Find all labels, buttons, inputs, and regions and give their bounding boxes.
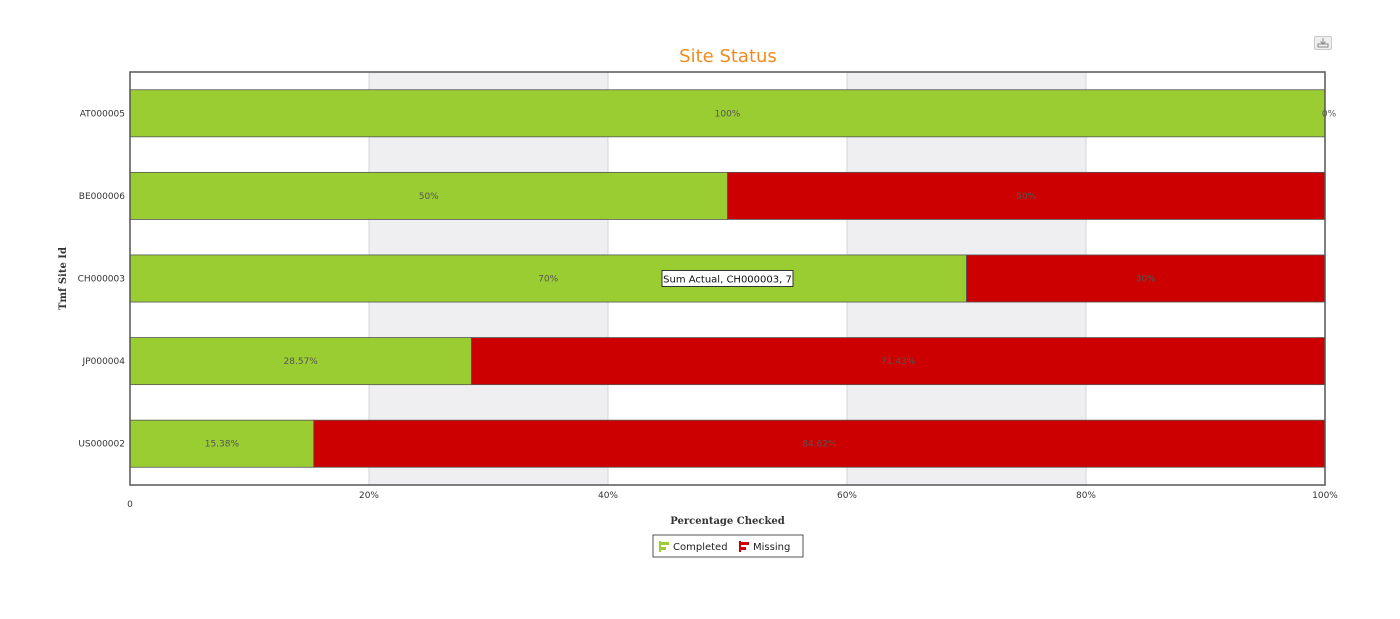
data-label-completed-at000005: 100% (715, 109, 741, 119)
data-label-missing-jp000004: 71.43% (881, 357, 916, 367)
legend-icon-completed-bottom (661, 547, 666, 550)
bar-completed-at000005[interactable] (129, 89, 1326, 138)
x-tick-label: 80% (1076, 491, 1096, 501)
data-label-completed-be000006: 50% (419, 192, 439, 202)
bar-missing-jp000004[interactable] (471, 337, 1326, 386)
category-label-us000002: US000002 (78, 440, 125, 450)
export-icon (1317, 38, 1329, 48)
x-tick-label: 20% (359, 491, 379, 501)
category-label-be000006: BE000006 (79, 192, 125, 202)
data-label-missing-at000005: 0% (1322, 109, 1337, 119)
legend-icon-missing-stem (739, 541, 741, 552)
data-label-missing-ch000003: 30% (1136, 275, 1156, 285)
tooltip-text: Sum Actual, CH000003, 7 (663, 275, 792, 286)
chart-title: Site Status (679, 46, 777, 67)
export-button[interactable] (1314, 36, 1332, 50)
y-axis-title: Tmf Site Id (58, 247, 69, 310)
plot-border (129, 71, 1326, 486)
x-tick-label: 0 (127, 500, 133, 510)
legend-label-missing: Missing (753, 542, 790, 553)
data-label-missing-be000006: 50% (1016, 192, 1036, 202)
data-label-completed-jp000004: 28.57% (284, 357, 319, 367)
legend-label-completed: Completed (673, 542, 728, 553)
category-label-at000005: AT000005 (80, 109, 125, 119)
data-label-completed-us000002: 15.38% (205, 440, 240, 450)
x-tick-label: 60% (837, 491, 857, 501)
data-label-completed-ch000003: 70% (538, 275, 558, 285)
bar-missing-us000002[interactable] (313, 419, 1326, 468)
legend-icon-completed-stem (659, 541, 661, 552)
bar-missing-ch000003[interactable] (966, 254, 1326, 303)
category-label-jp000004: JP000004 (82, 357, 126, 367)
data-label-missing-us000002: 84.62% (802, 440, 837, 450)
legend-icon-missing-bottom (741, 547, 746, 550)
legend-icon-missing-top (741, 542, 749, 545)
bar-missing-be000006[interactable] (727, 171, 1326, 220)
tooltip-box (661, 270, 794, 287)
bar-completed-be000006[interactable] (129, 171, 728, 220)
bar-completed-ch000003[interactable] (129, 254, 967, 303)
legend-box (652, 534, 804, 558)
x-tick-label: 100% (1312, 491, 1338, 501)
x-tick-label: 40% (598, 491, 618, 501)
category-label-ch000003: CH000003 (78, 275, 125, 285)
legend-icon-completed-top (661, 542, 669, 545)
x-axis-title: Percentage Checked (670, 516, 785, 527)
